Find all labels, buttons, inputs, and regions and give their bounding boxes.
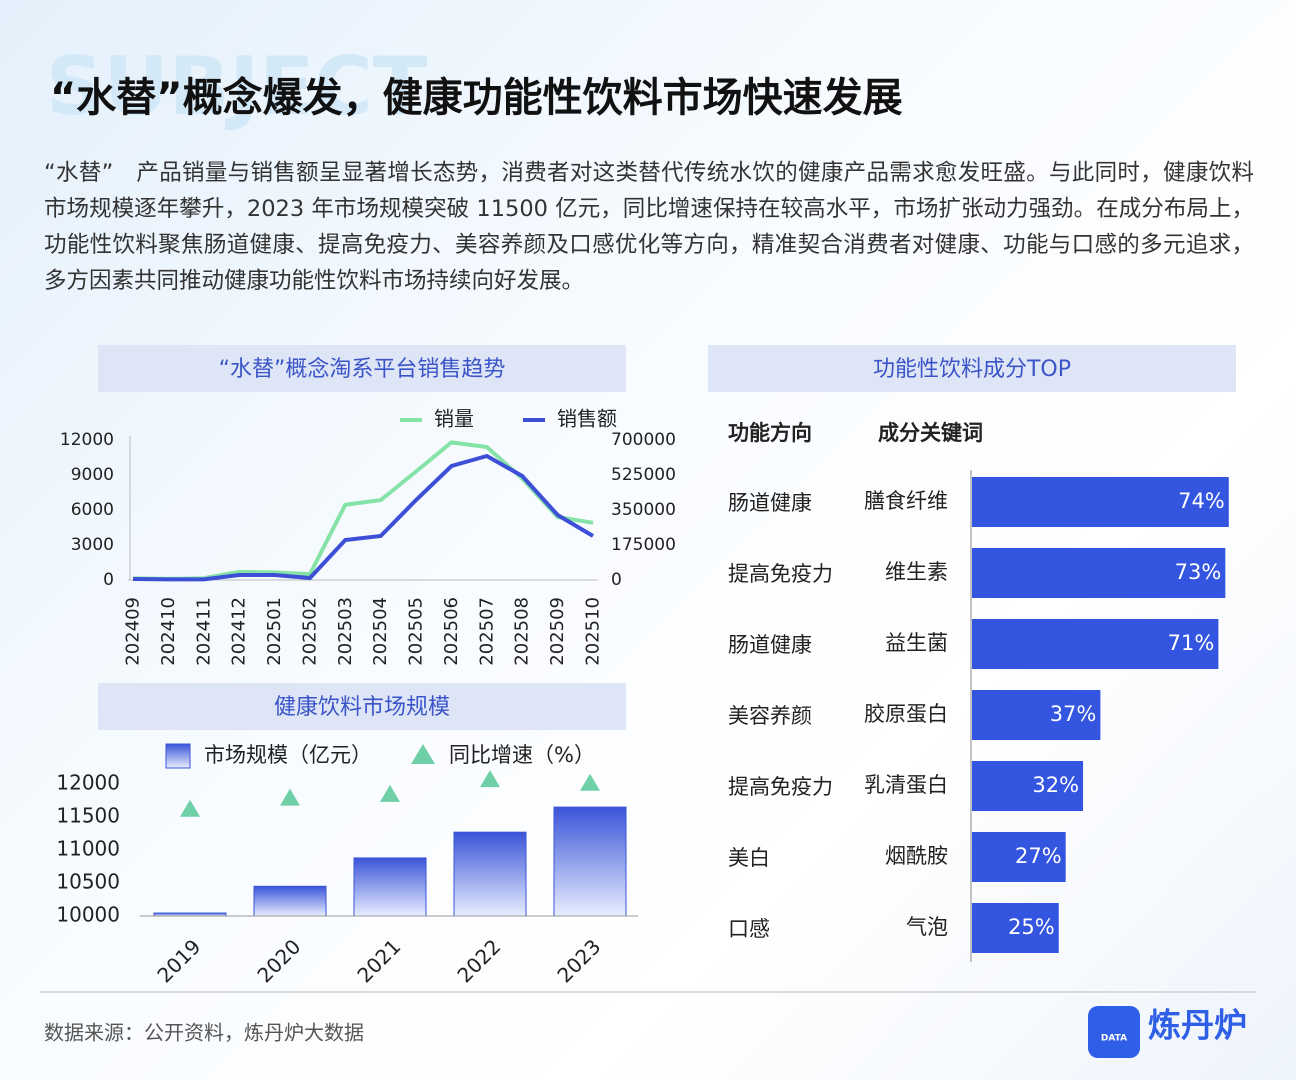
watermark: SUBJECT xyxy=(46,40,428,133)
y-tick-label: 6000 xyxy=(71,500,114,520)
growth-marker xyxy=(380,784,400,802)
keyword-label: 乳清蛋白 xyxy=(864,773,948,797)
value-label: 25% xyxy=(1008,915,1055,939)
bar xyxy=(972,548,1226,598)
x-tick-label: 2023 xyxy=(552,934,605,987)
x-tick-label: 2021 xyxy=(352,934,405,987)
chart-title: 健康饮料市场规模 xyxy=(274,695,450,720)
x-tick-label: 202505 xyxy=(406,597,427,666)
logo-badge: DATA xyxy=(1101,1034,1127,1044)
column-header: 功能方向 xyxy=(728,421,812,445)
direction-label: 提高免疫力 xyxy=(728,775,833,799)
x-tick-label: 2019 xyxy=(152,934,205,987)
value-label: 27% xyxy=(1015,844,1062,868)
keyword-label: 益生菌 xyxy=(885,631,948,655)
growth-marker xyxy=(180,799,200,817)
legend-label: 销量 xyxy=(434,407,474,431)
x-tick-label: 202410 xyxy=(158,597,179,666)
x-tick-label: 2022 xyxy=(452,934,505,987)
series-line xyxy=(132,453,595,582)
bar xyxy=(972,619,1219,669)
direction-label: 提高免疫力 xyxy=(728,562,833,586)
y-tick-label: 10000 xyxy=(56,903,120,927)
legend-label: 销售额 xyxy=(557,407,617,431)
y-tick-label: 11000 xyxy=(56,837,120,861)
page-title: “水替”概念爆发，健康功能性饮料市场快速发展 xyxy=(50,75,903,121)
legend-swatch xyxy=(165,743,191,769)
growth-marker xyxy=(480,770,500,788)
x-tick-label: 202501 xyxy=(264,597,285,666)
chart-title-box xyxy=(98,345,626,392)
keyword-label: 胶原蛋白 xyxy=(864,702,948,726)
x-tick-label: 202412 xyxy=(229,597,250,666)
y-tick-label: 12000 xyxy=(60,430,114,450)
bar xyxy=(972,477,1229,527)
chart-title-box xyxy=(98,683,626,730)
keyword-label: 维生素 xyxy=(885,560,948,584)
x-tick-label: 202506 xyxy=(441,597,462,666)
bar xyxy=(253,885,327,917)
y-tick-label: 12000 xyxy=(56,771,120,795)
logo-text: 炼丹炉 xyxy=(1148,1006,1247,1045)
bar xyxy=(353,857,427,917)
x-tick-label: 202509 xyxy=(547,597,568,666)
direction-label: 美容养颜 xyxy=(728,704,812,728)
y2-tick-label: 0 xyxy=(611,570,622,590)
legend-swatch xyxy=(411,744,435,764)
x-tick-label: 202502 xyxy=(299,597,320,666)
bar xyxy=(453,831,527,917)
y2-tick-label: 700000 xyxy=(611,430,676,450)
series-line xyxy=(132,440,594,581)
y2-tick-label: 350000 xyxy=(611,500,676,520)
chart-title: “水替”概念淘系平台销售趋势 xyxy=(219,357,506,382)
x-tick-label: 202504 xyxy=(370,597,391,666)
direction-label: 肠道健康 xyxy=(728,491,812,515)
value-label: 74% xyxy=(1178,489,1225,513)
keyword-label: 膳食纤维 xyxy=(864,489,948,513)
y2-tick-label: 525000 xyxy=(611,465,676,485)
x-tick-label: 202510 xyxy=(583,597,604,666)
bar xyxy=(972,903,1059,953)
keyword-label: 气泡 xyxy=(906,915,948,939)
logo-icon xyxy=(1088,1006,1140,1058)
source: 数据来源：公开资料，炼丹炉大数据 xyxy=(44,1021,364,1045)
growth-marker xyxy=(580,773,600,791)
direction-label: 口感 xyxy=(728,917,770,941)
value-label: 37% xyxy=(1050,702,1097,726)
x-tick-label: 202507 xyxy=(476,597,497,666)
y-tick-label: 9000 xyxy=(71,465,114,485)
value-label: 73% xyxy=(1175,560,1222,584)
direction-label: 美白 xyxy=(728,846,770,870)
direction-label: 肠道健康 xyxy=(728,633,812,657)
keyword-label: 烟酰胺 xyxy=(885,844,948,868)
growth-marker xyxy=(280,788,300,806)
value-label: 32% xyxy=(1032,773,1079,797)
x-tick-label: 202411 xyxy=(193,597,214,666)
value-label: 71% xyxy=(1168,631,1215,655)
chart-title: 功能性饮料成分TOP xyxy=(873,357,1071,382)
bar xyxy=(972,690,1101,740)
body-text: “水替” 产品销量与销售额呈显著增长态势，消费者对这类替代传统水饮的健康产品需求… xyxy=(44,160,1254,294)
bar xyxy=(972,761,1084,811)
x-tick-label: 2020 xyxy=(252,934,305,987)
x-tick-label: 202409 xyxy=(123,597,144,666)
y2-tick-label: 175000 xyxy=(611,535,676,555)
y-tick-label: 0 xyxy=(103,570,114,590)
bar xyxy=(553,806,627,917)
y-tick-label: 11500 xyxy=(56,804,120,828)
column-header: 成分关键词 xyxy=(878,421,983,445)
x-tick-label: 202503 xyxy=(335,597,356,666)
y-tick-label: 3000 xyxy=(71,535,114,555)
legend-label: 市场规模（亿元） xyxy=(204,743,372,767)
legend-label: 同比增速（%） xyxy=(449,743,595,767)
y-tick-label: 10500 xyxy=(56,870,120,894)
chart-title-box xyxy=(708,345,1236,392)
x-tick-label: 202508 xyxy=(512,597,533,666)
bar xyxy=(972,832,1066,882)
